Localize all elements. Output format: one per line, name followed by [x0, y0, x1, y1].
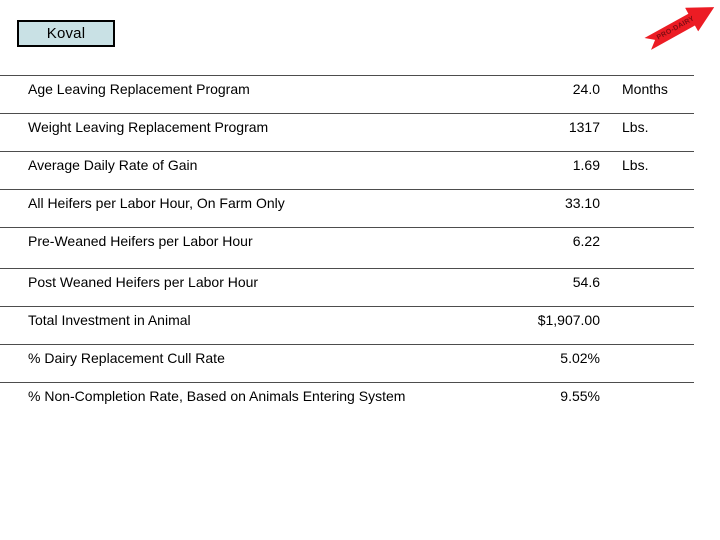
table-row: Total Investment in Animal $1,907.00: [0, 306, 694, 344]
table-row: Age Leaving Replacement Program 24.0 Month…: [0, 75, 694, 113]
metric-label: Total Investment in Animal: [28, 312, 191, 328]
pro-dairy-arrow-label: PRO-DAIRY: [655, 15, 696, 42]
metric-label: Average Daily Rate of Gain: [28, 157, 198, 173]
metrics-table: Age Leaving Replacement Program 24.0 Month…: [0, 75, 694, 420]
title-box: Koval: [17, 20, 115, 47]
table-row: All Heifers per Labor Hour, On Farm Only…: [0, 189, 694, 227]
table-row: Pre-Weaned Heifers per Labor Hour 6.22: [0, 227, 694, 265]
metric-value: 9.55%: [560, 388, 600, 404]
metric-unit: Lbs.: [622, 119, 649, 135]
metric-unit: [600, 196, 694, 227]
metric-value: 5.02%: [560, 350, 600, 366]
metric-label: Age Leaving Replacement Program: [28, 81, 250, 97]
metric-label: Post Weaned Heifers per Labor Hour: [28, 274, 259, 290]
table-row: Post Weaned Heifers per Labor Hour 54.6: [0, 268, 694, 306]
pro-dairy-arrow-icon: PRO-DAIRY: [641, 0, 720, 56]
table-row: Weight Leaving Replacement Program 1317 Lb…: [0, 113, 694, 151]
table-row: % Non-Completion Rate, Based on Animals …: [0, 382, 694, 420]
metric-unit: Lbs.: [622, 157, 649, 173]
metric-value: 1.69: [572, 157, 600, 173]
metric-unit: [600, 351, 694, 382]
metric-label: % Dairy Replacement Cull Rate: [28, 350, 225, 366]
metric-unit: Months: [622, 81, 668, 97]
metric-unit: [600, 389, 694, 420]
metric-value: 6.22: [572, 233, 600, 249]
metric-value: 1317: [568, 119, 600, 135]
metric-label: All Heifers per Labor Hour, On Farm Only: [28, 195, 285, 211]
metric-unit: [600, 275, 694, 306]
metric-unit: [600, 234, 694, 265]
metric-label: % Non-Completion Rate, Based on Animals …: [28, 388, 406, 404]
slide-title: Koval: [46, 25, 86, 42]
table-row: Average Daily Rate of Gain 1.69 Lbs.: [0, 151, 694, 189]
metric-label: Pre-Weaned Heifers per Labor Hour: [28, 233, 253, 249]
metric-unit: [600, 313, 694, 344]
metric-label: Weight Leaving Replacement Program: [28, 119, 269, 135]
metric-value: 24.0: [572, 81, 600, 97]
table-row: % Dairy Replacement Cull Rate 5.02%: [0, 344, 694, 382]
metric-value: 54.6: [572, 274, 600, 290]
metric-value: 33.10: [564, 195, 600, 211]
metric-value: $1,907.00: [537, 312, 600, 328]
